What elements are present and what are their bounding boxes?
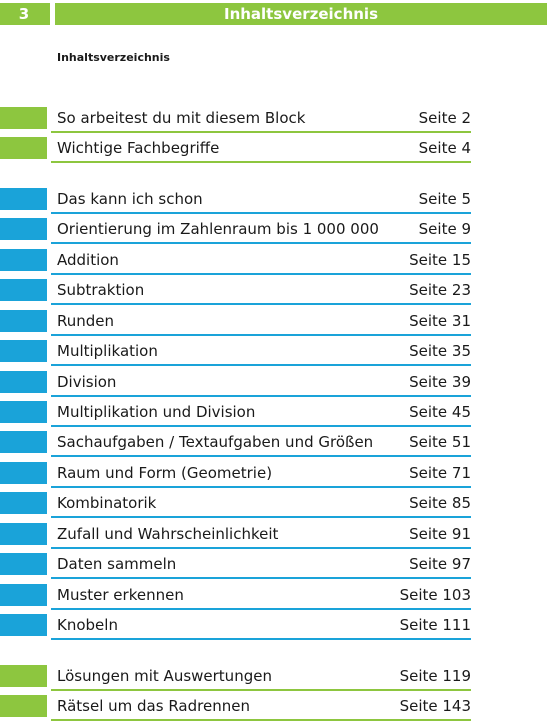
toc-underline: [51, 273, 471, 275]
toc-entry-title: Wichtige Fachbegriffe: [57, 139, 220, 157]
toc-color-stripe: [0, 553, 47, 575]
toc-entry-page: Seite 9: [418, 220, 471, 238]
toc-entry-page: Seite 35: [409, 342, 471, 360]
toc-entry-page: Seite 119: [399, 667, 471, 685]
page-title: Inhaltsverzeichnis: [55, 3, 547, 25]
toc-entry[interactable]: Raum und Form (Geometrie) Seite 71: [0, 462, 547, 488]
toc-underline: [51, 364, 471, 366]
toc-underline: [51, 334, 471, 336]
toc-entry[interactable]: Daten sammeln Seite 97: [0, 553, 547, 579]
toc-entry-title: Das kann ich schon: [57, 190, 203, 208]
toc-entry-page: Seite 71: [409, 464, 471, 482]
toc-entry-page: Seite 39: [409, 373, 471, 391]
toc-entry-title: Multiplikation und Division: [57, 403, 256, 421]
toc-subtitle: Inhaltsverzeichnis: [57, 51, 170, 64]
toc-underline: [51, 547, 471, 549]
toc-entry-title: Muster erkennen: [57, 586, 184, 604]
toc-color-stripe: [0, 218, 47, 240]
toc-entry-title: So arbeitest du mit diesem Block: [57, 109, 306, 127]
toc-underline: [51, 131, 471, 133]
page-number: 3: [0, 3, 50, 25]
toc-entry-title: Raum und Form (Geometrie): [57, 464, 273, 482]
toc-entry-page: Seite 143: [399, 697, 471, 715]
toc-entry-title: Subtraktion: [57, 281, 145, 299]
toc-entry-title: Sachaufgaben / Textaufgaben und Größen: [57, 433, 374, 451]
toc-entry-title: Kombinatorik: [57, 494, 157, 512]
toc-entry-title: Lösungen mit Auswertungen: [57, 667, 272, 685]
toc-entry-title: Runden: [57, 312, 115, 330]
toc-entry[interactable]: Runden Seite 31: [0, 310, 547, 336]
toc-entry-title: Rätsel um das Radrennen: [57, 697, 250, 715]
header-bar: 3 Inhaltsverzeichnis: [0, 3, 547, 25]
toc-entry[interactable]: Orientierung im Zahlenraum bis 1 000 000…: [0, 218, 547, 244]
toc-underline: [51, 395, 471, 397]
toc-color-stripe: [0, 279, 47, 301]
toc-color-stripe: [0, 401, 47, 423]
toc-entry[interactable]: Subtraktion Seite 23: [0, 279, 547, 305]
toc-underline: [51, 212, 471, 214]
toc-entry[interactable]: Multiplikation und Division Seite 45: [0, 401, 547, 427]
toc-color-stripe: [0, 462, 47, 484]
toc-underline: [51, 161, 471, 163]
toc-color-stripe: [0, 249, 47, 271]
toc-entry-page: Seite 2: [418, 109, 471, 127]
toc-color-stripe: [0, 431, 47, 453]
toc-color-stripe: [0, 340, 47, 362]
toc-entry-page: Seite 4: [418, 139, 471, 157]
toc-entry[interactable]: Kombinatorik Seite 85: [0, 492, 547, 518]
toc-color-stripe: [0, 107, 47, 129]
toc-color-stripe: [0, 584, 47, 606]
toc-entry[interactable]: Wichtige Fachbegriffe Seite 4: [0, 137, 547, 163]
toc-entry[interactable]: Division Seite 39: [0, 371, 547, 397]
toc-entry[interactable]: Sachaufgaben / Textaufgaben und Größen Se…: [0, 431, 547, 457]
toc-entry-page: Seite 103: [399, 586, 471, 604]
toc-underline: [51, 425, 471, 427]
toc-color-stripe: [0, 310, 47, 332]
toc-underline: [51, 577, 471, 579]
toc-underline: [51, 303, 471, 305]
toc-entry[interactable]: Zufall und Wahrscheinlichkeit Seite 91: [0, 523, 547, 549]
toc-entry[interactable]: Rätsel um das Radrennen Seite 143: [0, 695, 547, 721]
toc-color-stripe: [0, 188, 47, 210]
toc-entry-title: Orientierung im Zahlenraum bis 1 000 000: [57, 220, 379, 238]
toc-entry-title: Knobeln: [57, 616, 118, 634]
toc-entry[interactable]: Multiplikation Seite 35: [0, 340, 547, 366]
toc-underline: [51, 516, 471, 518]
toc-entry-page: Seite 15: [409, 251, 471, 269]
toc-color-stripe: [0, 492, 47, 514]
toc-underline: [51, 608, 471, 610]
toc-entry-page: Seite 91: [409, 525, 471, 543]
toc-entry-page: Seite 31: [409, 312, 471, 330]
toc-color-stripe: [0, 614, 47, 636]
toc-underline: [51, 689, 471, 691]
toc-entry-page: Seite 45: [409, 403, 471, 421]
toc-entry-title: Addition: [57, 251, 119, 269]
toc-entry-page: Seite 85: [409, 494, 471, 512]
toc-underline: [51, 638, 471, 640]
toc-entry-title: Multiplikation: [57, 342, 158, 360]
toc-color-stripe: [0, 523, 47, 545]
toc-entry[interactable]: Lösungen mit Auswertungen Seite 119: [0, 665, 547, 691]
toc-entry-page: Seite 111: [399, 616, 471, 634]
toc-underline: [51, 455, 471, 457]
toc-color-stripe: [0, 371, 47, 393]
toc-entry-title: Zufall und Wahrscheinlichkeit: [57, 525, 279, 543]
toc-color-stripe: [0, 695, 47, 717]
toc-entry[interactable]: Das kann ich schon Seite 5: [0, 188, 547, 214]
toc-entry[interactable]: Knobeln Seite 111: [0, 614, 547, 640]
toc-underline: [51, 486, 471, 488]
toc-underline: [51, 242, 471, 244]
toc-entry-title: Division: [57, 373, 117, 391]
toc-entry-page: Seite 23: [409, 281, 471, 299]
toc-entry-page: Seite 5: [418, 190, 471, 208]
toc-entry[interactable]: Addition Seite 15: [0, 249, 547, 275]
toc-entry[interactable]: Muster erkennen Seite 103: [0, 584, 547, 610]
toc-entry-page: Seite 51: [409, 433, 471, 451]
toc-color-stripe: [0, 137, 47, 159]
toc-entry-title: Daten sammeln: [57, 555, 177, 573]
toc-color-stripe: [0, 665, 47, 687]
toc-entry-page: Seite 97: [409, 555, 471, 573]
toc-entry[interactable]: So arbeitest du mit diesem Block Seite 2: [0, 107, 547, 133]
